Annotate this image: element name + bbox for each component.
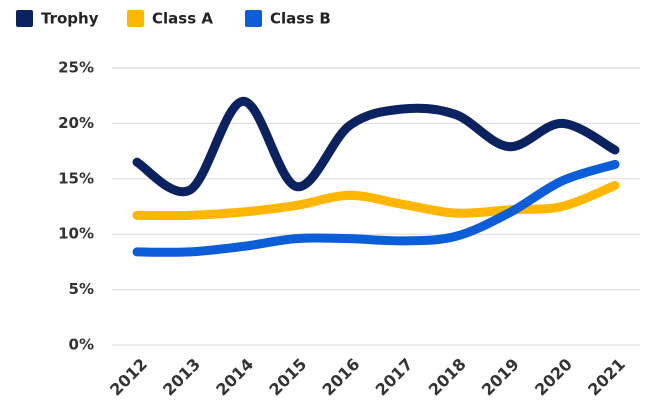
legend-item: Class A <box>127 10 213 28</box>
x-tick-label: 2016 <box>319 355 364 400</box>
legend-swatch <box>16 10 33 27</box>
legend-item: Class B <box>245 10 331 28</box>
x-tick-label: 2017 <box>372 355 417 400</box>
series-line <box>132 96 620 197</box>
x-tick-label: 2019 <box>478 355 523 400</box>
series-line <box>132 180 620 221</box>
y-tick-label: 0% <box>69 336 94 354</box>
x-tick-label: 2021 <box>584 355 629 400</box>
y-tick-label: 10% <box>58 225 94 243</box>
x-tick-label: 2012 <box>106 355 151 400</box>
x-tick-label: 2015 <box>265 355 310 400</box>
legend-label: Class B <box>270 10 331 28</box>
x-tick-label: 2020 <box>531 355 576 400</box>
x-tick-label: 2018 <box>425 355 470 400</box>
x-tick-label: 2013 <box>159 355 204 400</box>
y-tick-label: 15% <box>58 169 94 187</box>
y-tick-label: 5% <box>69 280 94 298</box>
legend-swatch <box>245 10 262 27</box>
series-line <box>132 159 620 257</box>
legend-swatch <box>127 10 144 27</box>
x-tick-label: 2014 <box>212 355 257 400</box>
y-tick-label: 25% <box>58 59 94 77</box>
legend-item: Trophy <box>16 10 99 28</box>
y-tick-label: 20% <box>58 114 94 132</box>
legend-label: Class A <box>152 10 213 28</box>
legend-label: Trophy <box>41 10 99 28</box>
